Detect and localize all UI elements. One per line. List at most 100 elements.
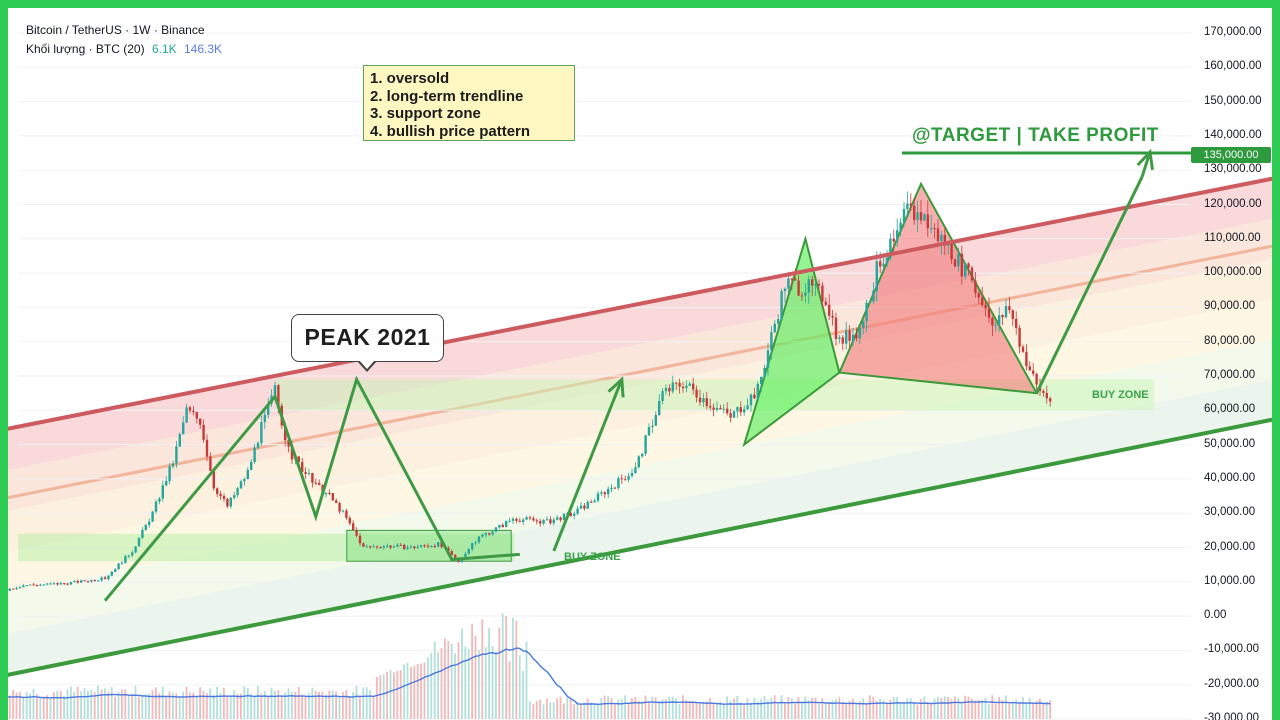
volume-bar xyxy=(1011,701,1014,719)
candle-body xyxy=(338,502,341,512)
candle-body xyxy=(127,555,130,557)
volume-bar xyxy=(967,696,970,719)
volume-bar xyxy=(916,704,919,719)
volume-bar xyxy=(393,672,395,719)
volume-bar xyxy=(36,694,38,719)
volume-bar xyxy=(240,693,242,719)
bearish-wedge xyxy=(837,181,1039,395)
candle-body xyxy=(219,494,222,497)
volume-bar xyxy=(430,652,433,719)
candle-body xyxy=(328,492,331,494)
volume-bar xyxy=(206,693,208,719)
candle-body xyxy=(634,467,637,474)
candle-body xyxy=(539,521,542,524)
candle-body xyxy=(386,545,389,547)
volume-bar xyxy=(539,699,541,719)
candle-body xyxy=(199,418,202,425)
candle-body xyxy=(525,517,528,520)
volume-bar xyxy=(236,694,239,719)
volume-bar xyxy=(399,670,402,719)
volume-bar xyxy=(685,700,688,719)
volume-bar xyxy=(947,696,949,719)
candle-body xyxy=(100,577,103,581)
volume-bar xyxy=(260,693,263,719)
candle-body xyxy=(236,488,239,496)
volume-bar xyxy=(688,700,691,719)
volume-bar xyxy=(338,697,341,719)
candle-body xyxy=(777,319,780,324)
volume-bar xyxy=(546,698,548,719)
candle-body xyxy=(896,230,899,242)
candle-body xyxy=(205,439,209,457)
axis-tick-label: 0.00 xyxy=(1204,609,1227,622)
volume-bar xyxy=(189,692,191,719)
volume-bar xyxy=(134,685,137,719)
candle-body xyxy=(158,498,161,502)
volume-bar xyxy=(733,698,735,719)
target-arrow xyxy=(1140,151,1152,178)
candle-body xyxy=(464,553,467,559)
candle-body xyxy=(583,505,586,509)
candle-body xyxy=(491,531,494,535)
volume-bar xyxy=(770,697,773,719)
candle-body xyxy=(318,482,321,485)
axis-tick-label: 30,000.00 xyxy=(1204,506,1256,519)
volume-bar xyxy=(284,692,286,719)
volume-bar xyxy=(352,692,354,719)
volume-bar xyxy=(872,696,875,719)
volume-bar xyxy=(654,697,657,719)
symbol-title[interactable]: Bitcoin / TetherUS · 1W · Binance xyxy=(26,23,205,37)
peak-callout[interactable]: PEAK 2021 xyxy=(291,314,444,362)
notes-box[interactable]: 1. oversold 2. long-term trendline 3. su… xyxy=(363,65,575,141)
volume-bar xyxy=(743,703,745,719)
candle-body xyxy=(919,212,923,221)
volume-bar xyxy=(454,653,456,719)
candle-body xyxy=(593,500,596,503)
target-label[interactable]: @TARGET | TAKE PROFIT xyxy=(912,125,1159,146)
price-chart[interactable] xyxy=(8,8,1280,720)
candle-body xyxy=(678,382,681,387)
volume-bar xyxy=(593,703,596,719)
volume-bar xyxy=(114,696,116,719)
volume-bar xyxy=(280,696,283,719)
volume-legend[interactable]: Khối lượng · BTC (20) 6.1K 146.3K xyxy=(26,42,222,56)
volume-bar xyxy=(107,691,110,719)
volume-bar xyxy=(70,686,72,719)
candle-body xyxy=(613,487,617,489)
candle-body xyxy=(766,350,770,368)
volume-bar xyxy=(603,695,606,719)
volume-bar xyxy=(39,696,42,719)
candle-body xyxy=(926,214,929,229)
volume-bar xyxy=(359,695,361,719)
candle-body xyxy=(481,534,484,537)
volume-bar xyxy=(416,663,419,719)
volume-bar xyxy=(32,688,35,719)
candle-body xyxy=(42,584,45,586)
volume-bar xyxy=(253,695,256,719)
target-arrow-head xyxy=(1136,148,1155,171)
volume-bar xyxy=(879,699,881,719)
candle-body xyxy=(620,478,623,480)
trend-lines[interactable] xyxy=(8,136,1280,719)
candle-body xyxy=(222,496,226,499)
volume-bar xyxy=(117,691,120,719)
volume-bar xyxy=(318,691,320,719)
candle-body xyxy=(413,546,416,548)
candle-body xyxy=(32,584,35,586)
candle-body xyxy=(868,301,872,303)
volume-bar xyxy=(8,695,11,719)
candle-body xyxy=(851,334,855,341)
volume-bar xyxy=(29,693,31,719)
volume-bar xyxy=(304,696,307,719)
candle-body xyxy=(416,546,419,548)
volume-bar xyxy=(389,669,392,719)
volume-bar xyxy=(675,698,677,719)
candle-body xyxy=(246,469,249,480)
volume-bar xyxy=(49,697,52,719)
volume-bar xyxy=(712,703,715,719)
volume-bar xyxy=(124,689,127,719)
axis-tick-label: 60,000.00 xyxy=(1204,403,1256,416)
volume-bar xyxy=(257,685,259,719)
volume-bar xyxy=(1008,703,1011,719)
candle-body xyxy=(505,520,508,528)
